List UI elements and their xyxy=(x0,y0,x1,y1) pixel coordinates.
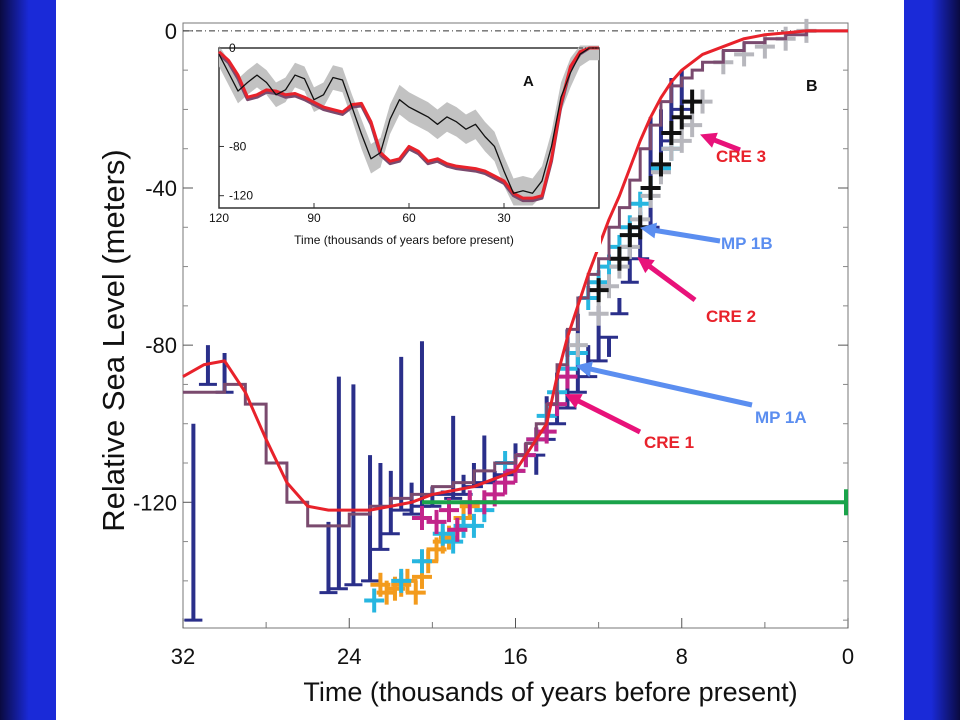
x-axis-title: Time (thousands of years before present) xyxy=(303,677,797,707)
inset-mean-curve xyxy=(218,47,599,194)
annotation-label: CRE 1 xyxy=(644,433,694,452)
annotation-label: CRE 2 xyxy=(706,307,756,326)
y-tick-label: -120 xyxy=(133,490,177,515)
inset-x-axis-title: Time (thousands of years before present) xyxy=(294,233,514,247)
y-tick-label: -40 xyxy=(145,176,177,201)
step-series xyxy=(183,29,848,528)
x-tick-label: 0 xyxy=(842,644,854,669)
inset-uncertainty-band xyxy=(219,45,599,206)
annotation-arrow-shaft xyxy=(651,227,721,244)
inset-x-tick-label: 120 xyxy=(209,211,229,225)
annotation-arrow-head xyxy=(564,394,583,409)
model-curve xyxy=(182,29,848,512)
annotation-label: CRE 3 xyxy=(716,147,766,166)
annotation-arrow-shaft xyxy=(574,397,642,435)
inset-plot: 120 90 60 30 0 -80 -120 Time (thousands of year… xyxy=(205,41,601,252)
y-axis-title: Relative Sea Level (meters) xyxy=(96,149,131,532)
annotation-label: MP 1A xyxy=(755,408,807,427)
x-tick-label: 16 xyxy=(503,644,527,669)
annotation-arrow-head xyxy=(575,361,593,377)
inset-step-series xyxy=(217,46,599,203)
inset-y-tick-label: -120 xyxy=(229,189,253,203)
inset-x-tick-label: 30 xyxy=(497,211,511,225)
annotation-label: MP 1B xyxy=(721,234,773,253)
annotation-arrow-shaft xyxy=(710,136,741,153)
inset-y-tick-label: -80 xyxy=(229,139,247,153)
x-tick-label: 8 xyxy=(676,644,688,669)
annotation-arrow-shaft xyxy=(586,365,753,408)
inset-y-tick-label: 0 xyxy=(229,41,236,55)
y-tick-label: 0 xyxy=(165,19,177,44)
annotation-arrow-head xyxy=(637,257,655,274)
annotation-arrow-head xyxy=(639,222,658,239)
main-plot: 32 24 16 8 0 0 -40 -80 -120 Time (thousands of ye… xyxy=(96,18,854,707)
inset-x-tick-label: 90 xyxy=(307,211,321,225)
x-tick-label: 24 xyxy=(337,644,361,669)
y-tick-label: -80 xyxy=(145,333,177,358)
annotation-arrow-shaft xyxy=(645,262,697,303)
inset-x-tick-label: 60 xyxy=(402,211,416,225)
x-tick-label: 32 xyxy=(171,644,195,669)
annotation-arrow-head xyxy=(700,132,718,148)
panel-label-a: A xyxy=(523,73,534,90)
inset-model-curve xyxy=(217,46,599,200)
panel-label-b: B xyxy=(806,78,818,95)
